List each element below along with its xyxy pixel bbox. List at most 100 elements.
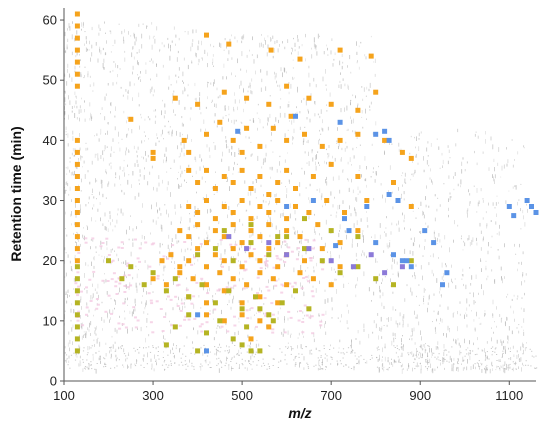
background-feature-mark — [436, 208, 438, 212]
background-feature-mark — [457, 363, 459, 365]
pink-feature-mark — [106, 280, 110, 282]
background-feature-mark — [299, 111, 301, 114]
background-feature-mark — [307, 367, 310, 369]
background-feature-mark — [279, 106, 281, 109]
data-point — [204, 131, 209, 137]
background-feature-mark — [114, 307, 115, 310]
background-feature-mark — [449, 157, 451, 159]
background-feature-mark — [525, 347, 527, 349]
background-feature-mark — [129, 226, 130, 230]
background-feature-mark — [456, 366, 458, 369]
background-feature-mark — [256, 312, 257, 314]
pink-feature-mark — [192, 295, 196, 298]
background-feature-mark — [139, 174, 141, 177]
background-feature-mark — [214, 346, 216, 348]
background-feature-mark — [433, 273, 434, 277]
background-feature-mark — [423, 297, 424, 302]
background-feature-mark — [307, 364, 309, 366]
background-feature-mark — [199, 97, 200, 102]
background-feature-mark — [402, 172, 404, 174]
background-feature-mark — [476, 237, 477, 242]
background-feature-mark — [228, 148, 230, 153]
background-feature-mark — [361, 110, 363, 114]
background-feature-mark — [399, 322, 401, 326]
background-feature-mark — [381, 326, 383, 330]
background-feature-mark — [369, 82, 371, 88]
background-feature-mark — [412, 210, 414, 212]
background-feature-mark — [117, 213, 118, 216]
background-feature-mark — [203, 119, 205, 124]
data-point — [270, 125, 276, 131]
background-feature-mark — [96, 198, 97, 200]
background-feature-mark — [97, 283, 99, 289]
background-feature-mark — [499, 360, 501, 362]
pink-feature-mark — [283, 261, 287, 264]
background-feature-mark — [74, 37, 76, 42]
background-feature-mark — [89, 40, 90, 45]
background-feature-mark — [268, 214, 270, 218]
background-feature-mark — [416, 295, 417, 298]
background-feature-mark — [479, 323, 481, 325]
background-feature-mark — [391, 222, 393, 226]
data-point — [239, 306, 245, 312]
background-feature-mark — [123, 348, 125, 353]
background-feature-mark — [372, 132, 374, 135]
data-point — [221, 288, 227, 294]
background-feature-mark — [267, 122, 268, 126]
background-feature-mark — [500, 365, 502, 367]
pink-feature-mark — [147, 292, 151, 295]
background-feature-mark — [144, 307, 146, 310]
background-feature-mark — [523, 308, 525, 312]
background-feature-mark — [175, 43, 176, 46]
background-feature-mark — [496, 325, 497, 328]
background-feature-mark — [313, 269, 315, 273]
background-feature-mark — [88, 309, 90, 313]
background-feature-mark — [389, 165, 391, 170]
background-feature-mark — [118, 131, 119, 137]
background-feature-mark — [92, 273, 94, 278]
background-feature-mark — [215, 184, 216, 187]
background-feature-mark — [339, 320, 341, 323]
background-feature-mark — [377, 359, 379, 362]
background-feature-mark — [80, 362, 82, 367]
background-feature-mark — [381, 336, 383, 339]
background-feature-mark — [267, 117, 269, 121]
background-feature-mark — [258, 117, 260, 119]
data-point — [328, 228, 334, 234]
data-point — [302, 131, 307, 137]
background-feature-mark — [455, 285, 457, 289]
pink-feature-mark — [303, 304, 307, 307]
background-feature-mark — [112, 219, 113, 222]
background-feature-mark — [401, 369, 403, 374]
background-feature-mark — [441, 276, 443, 280]
background-feature-mark — [76, 105, 78, 109]
background-feature-mark — [92, 90, 94, 92]
background-feature-mark — [331, 307, 333, 311]
background-feature-mark — [86, 290, 88, 294]
background-feature-mark — [309, 82, 311, 87]
background-feature-mark — [373, 61, 375, 63]
data-point — [195, 210, 201, 215]
background-feature-mark — [508, 358, 510, 360]
background-feature-mark — [184, 297, 186, 301]
data-point — [266, 246, 272, 252]
background-feature-mark — [299, 240, 301, 243]
background-feature-mark — [135, 282, 137, 288]
background-feature-mark — [89, 84, 91, 87]
background-feature-mark — [451, 364, 453, 368]
background-feature-mark — [145, 135, 146, 137]
background-feature-mark — [262, 162, 264, 165]
background-feature-mark — [339, 360, 341, 362]
background-feature-mark — [104, 52, 106, 56]
background-feature-mark — [70, 319, 72, 322]
background-feature-mark — [463, 359, 465, 361]
background-feature-mark — [294, 356, 296, 358]
background-feature-mark — [90, 295, 92, 300]
background-feature-mark — [478, 292, 479, 295]
background-feature-mark — [464, 314, 465, 319]
background-feature-mark — [227, 58, 229, 61]
background-feature-mark — [272, 365, 274, 366]
background-feature-mark — [341, 246, 342, 250]
background-feature-mark — [480, 258, 481, 261]
background-feature-mark — [284, 112, 286, 118]
